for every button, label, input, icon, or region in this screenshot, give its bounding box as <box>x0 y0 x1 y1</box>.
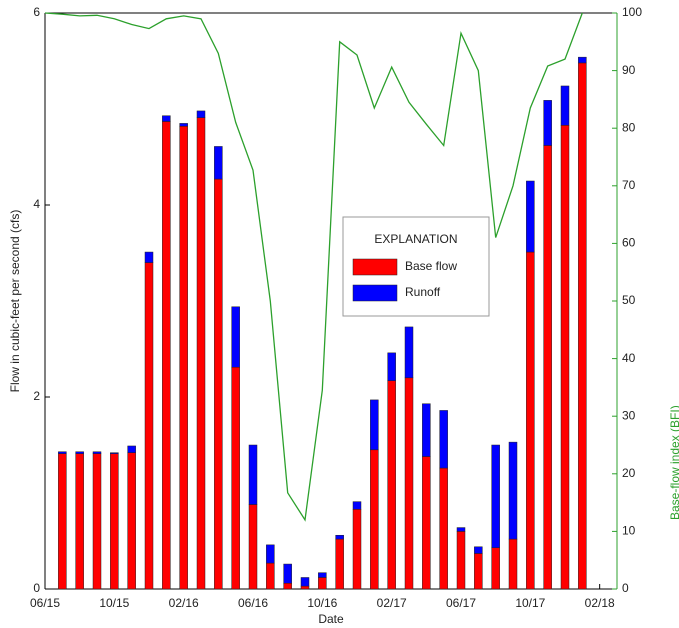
bar-segment <box>110 453 119 590</box>
bar-segment <box>300 585 310 590</box>
bar-segment <box>387 352 396 381</box>
bar-segment <box>578 56 587 64</box>
y2-tick-label: 40 <box>622 351 636 365</box>
bar-segment <box>75 453 84 590</box>
bar-segment <box>248 504 258 590</box>
y2-tick-label: 30 <box>622 408 636 422</box>
bar-segment <box>404 326 414 379</box>
legend-label: Runoff <box>405 285 441 299</box>
x-tick-label: 02/16 <box>169 596 199 610</box>
bar-segment <box>110 452 119 454</box>
bar-segment <box>560 85 570 126</box>
bar-segment <box>335 538 344 590</box>
x-axis-label: Date <box>318 612 344 626</box>
bar-segment <box>266 562 275 590</box>
bar-segment <box>283 582 292 590</box>
x-tick-label: 06/15 <box>30 596 60 610</box>
bar-segment <box>370 399 379 451</box>
bar-segment <box>266 544 275 564</box>
legend-swatch <box>352 258 398 276</box>
bar-segment <box>560 125 570 590</box>
bar-segment <box>387 380 396 590</box>
bar-segment <box>422 403 431 457</box>
y2-tick-label: 100 <box>622 5 642 19</box>
y2-tick-label: 60 <box>622 236 636 250</box>
bar-segment <box>474 553 483 590</box>
bar-segment <box>352 501 362 510</box>
bar-segment <box>127 452 136 590</box>
y2-axis-label: Base-flow index (BFI) <box>668 405 679 520</box>
x-tick-label: 10/15 <box>99 596 129 610</box>
bar-segment <box>526 180 535 253</box>
bar-segment <box>214 178 223 590</box>
bar-segment <box>335 534 344 540</box>
bar-segment <box>179 126 188 590</box>
bar-segment <box>144 251 154 263</box>
y-tick-label: 6 <box>33 5 40 19</box>
bar-segment <box>439 410 448 469</box>
y2-tick-label: 70 <box>622 178 636 192</box>
bar-segment <box>92 453 102 590</box>
bar-segment <box>248 444 258 505</box>
y-tick-label: 4 <box>33 197 40 211</box>
bar-segment <box>491 547 500 590</box>
y2-tick-label: 80 <box>622 120 636 134</box>
x-tick-label: 06/16 <box>238 596 268 610</box>
bar-segment <box>58 453 67 590</box>
bar-segment <box>370 449 379 590</box>
bar-segment <box>196 117 206 590</box>
bar-segment <box>456 531 466 590</box>
bar-segment <box>231 366 240 590</box>
bar-segment <box>318 577 327 590</box>
y2-tick-label: 90 <box>622 63 636 77</box>
legend-label: Base flow <box>405 259 457 273</box>
x-tick-label: 02/18 <box>585 596 615 610</box>
bar-segment <box>508 441 518 540</box>
y-tick-label: 0 <box>33 581 40 595</box>
bar-segment <box>352 509 362 590</box>
bar-segment <box>456 527 466 532</box>
bar-segment <box>162 121 171 590</box>
bar-segment <box>214 146 223 180</box>
x-tick-label: 10/16 <box>307 596 337 610</box>
bar-segment <box>526 251 535 590</box>
bar-segment <box>543 100 552 146</box>
y-axis-label: Flow in cubic-feet per second (cfs) <box>8 210 22 393</box>
bar-segment <box>543 145 552 590</box>
y2-tick-label: 10 <box>622 524 636 538</box>
y2-tick-label: 20 <box>622 466 636 480</box>
bar-segment <box>231 306 240 368</box>
bar-segment <box>300 577 310 587</box>
bar-segment <box>127 445 136 453</box>
y2-tick-label: 50 <box>622 293 636 307</box>
y-tick-label: 2 <box>33 389 40 403</box>
bar-segment <box>422 456 431 590</box>
bar-segment <box>144 262 154 590</box>
legend-title: EXPLANATION <box>374 232 457 246</box>
bar-segment <box>491 444 500 548</box>
y2-tick-label: 0 <box>622 581 629 595</box>
bar-segment <box>58 451 67 454</box>
bfi-line <box>44 12 583 522</box>
legend-swatch <box>352 284 398 302</box>
bar-segment <box>283 563 292 584</box>
bar-segment <box>508 538 518 590</box>
bar-segment <box>578 62 587 590</box>
bar-segment <box>196 110 206 118</box>
bar-segment <box>92 451 102 454</box>
x-tick-label: 02/17 <box>377 596 407 610</box>
bar-segment <box>404 377 414 590</box>
bar-segment <box>318 572 327 578</box>
bar-segment <box>179 123 188 127</box>
bar-segment <box>162 115 171 122</box>
bar-segment <box>75 451 84 454</box>
x-tick-label: 10/17 <box>515 596 545 610</box>
bar-segment <box>439 467 448 590</box>
x-tick-label: 06/17 <box>446 596 476 610</box>
bar-segment <box>474 546 483 554</box>
